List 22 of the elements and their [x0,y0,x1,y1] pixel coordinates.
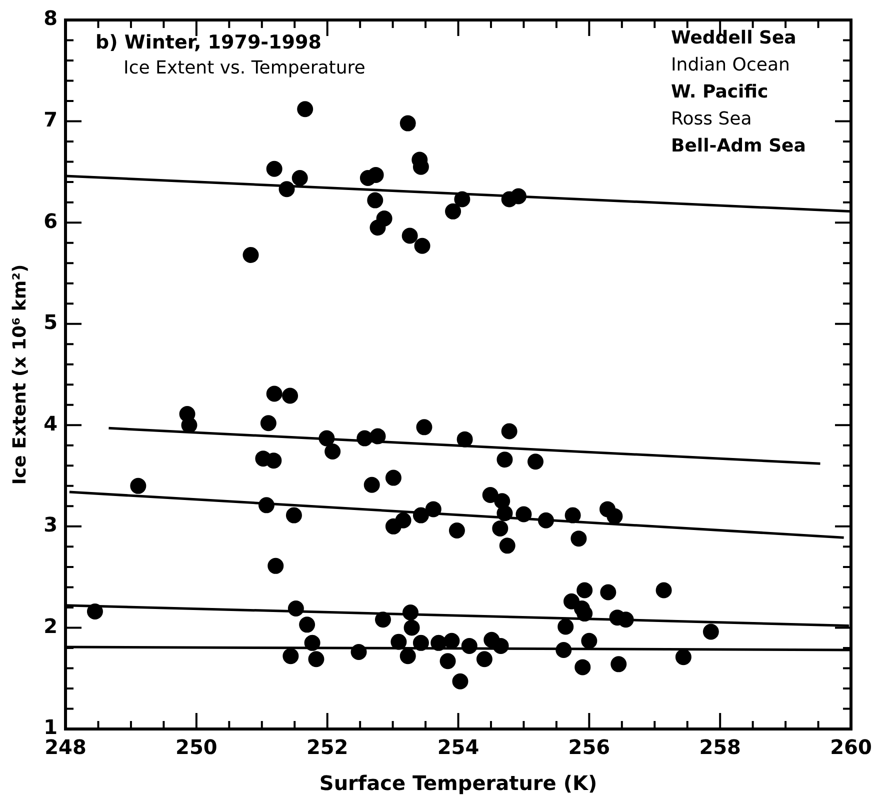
annotation: Bell-Adm Sea [671,136,806,157]
x-tick-label: 258 [699,735,741,760]
y-tick-label: 2 [44,614,58,638]
y-tick-label: 6 [44,208,58,233]
x-axis-title: Surface Temperature (K) [319,771,598,796]
annotation: Ross Sea [671,108,752,130]
x-tick-label: 250 [176,735,218,760]
y-tick-label: 7 [44,107,58,132]
x-tick-label: 260 [830,735,872,760]
y-tick-label: 3 [44,512,58,537]
x-tick-label: 256 [568,735,610,760]
annotation: Indian Ocean [671,54,790,76]
x-tick-label: 252 [306,735,348,760]
y-tick-label: 8 [44,6,58,30]
annotation: Weddell Sea [671,28,796,49]
y-tick-label: 4 [44,411,58,436]
y-axis-title: Ice Extent (x 10⁶ km²) [9,264,30,485]
x-tick-label: 254 [437,735,480,760]
text: Ice Extent vs. Temperature [124,58,366,79]
text: b) Winter, 1979-1998 [96,31,322,54]
annotation: W. Pacific [671,82,768,103]
y-tick-label: 5 [44,310,58,334]
